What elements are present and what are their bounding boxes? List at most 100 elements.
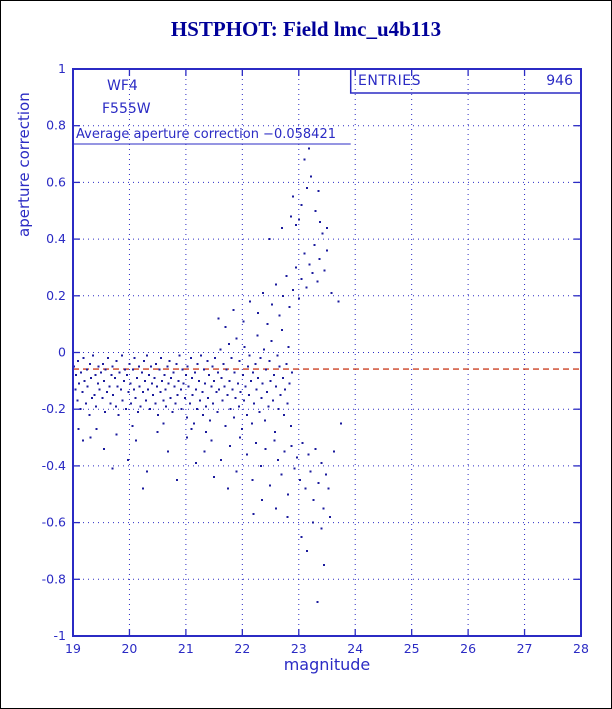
data-point <box>125 408 128 411</box>
data-point <box>332 450 335 453</box>
data-point <box>74 374 77 377</box>
data-point <box>319 221 322 224</box>
data-point <box>190 357 192 360</box>
data-point <box>121 354 124 357</box>
data-point <box>77 428 80 430</box>
data-point <box>121 399 124 402</box>
data-point <box>211 365 214 368</box>
data-point <box>340 422 343 425</box>
data-point <box>317 189 320 192</box>
data-point <box>289 425 292 428</box>
data-point <box>98 388 101 391</box>
data-point <box>260 464 262 467</box>
y-tick-label: -0.6 <box>42 515 66 530</box>
data-point <box>103 379 105 382</box>
data-point <box>289 215 292 218</box>
data-point <box>151 382 153 385</box>
data-point <box>268 238 271 241</box>
y-tick-label: 0.8 <box>46 118 66 133</box>
data-point <box>306 550 309 552</box>
data-point <box>257 311 260 314</box>
data-point <box>139 405 142 408</box>
data-point <box>298 479 301 482</box>
data-point <box>248 354 251 357</box>
data-point <box>275 283 278 286</box>
data-point <box>199 399 201 402</box>
data-point <box>153 377 156 379</box>
data-point <box>219 348 222 351</box>
data-point <box>108 385 111 388</box>
data-point <box>77 360 80 362</box>
data-point <box>242 320 245 323</box>
data-point <box>210 439 213 442</box>
data-point <box>117 413 120 416</box>
data-point <box>268 360 271 362</box>
data-point <box>130 402 133 405</box>
data-point <box>214 357 217 360</box>
data-point <box>323 269 326 272</box>
data-point <box>279 394 282 396</box>
data-point <box>192 422 195 425</box>
data-point <box>200 354 203 357</box>
data-point <box>204 382 207 385</box>
data-point <box>260 396 263 399</box>
data-point <box>131 368 134 371</box>
data-point <box>316 601 319 603</box>
data-point <box>273 439 276 442</box>
y-tick-label: 0 <box>58 345 66 360</box>
data-point <box>175 479 178 482</box>
data-point <box>297 297 300 300</box>
data-point <box>320 527 323 530</box>
data-point <box>126 374 129 377</box>
data-point <box>226 394 229 396</box>
data-point <box>147 388 150 391</box>
data-point <box>162 399 165 402</box>
data-point <box>227 343 230 345</box>
data-point <box>300 277 303 280</box>
x-tick-label: 26 <box>460 641 476 656</box>
data-point <box>231 388 234 391</box>
data-point <box>235 337 238 340</box>
data-point <box>93 394 96 396</box>
data-point <box>272 374 275 377</box>
data-point <box>248 394 251 396</box>
data-point <box>116 385 119 388</box>
data-point <box>89 436 92 439</box>
data-point <box>148 408 151 411</box>
data-point <box>259 357 262 360</box>
data-point <box>238 360 241 362</box>
x-tick-label: 24 <box>347 641 363 656</box>
data-point <box>221 399 224 402</box>
data-point <box>210 385 213 388</box>
data-point <box>127 391 130 394</box>
data-point <box>327 487 330 490</box>
data-point <box>120 388 122 391</box>
data-point <box>174 402 177 405</box>
data-point <box>223 385 226 388</box>
data-point <box>292 289 295 292</box>
data-point <box>283 450 286 453</box>
data-point <box>203 450 206 453</box>
data-point <box>324 473 327 476</box>
data-point <box>220 377 223 379</box>
data-point <box>213 476 216 479</box>
x-tick-label: 23 <box>291 641 307 656</box>
data-point <box>290 445 293 448</box>
data-point <box>251 479 254 482</box>
data-point <box>243 345 246 348</box>
data-point <box>254 362 257 365</box>
data-point <box>156 385 159 388</box>
data-point <box>175 362 178 365</box>
data-point <box>215 391 218 394</box>
data-point <box>295 223 297 226</box>
data-point <box>157 413 160 416</box>
data-point <box>271 399 274 402</box>
data-point <box>252 513 255 516</box>
data-point <box>280 226 283 229</box>
data-point <box>228 379 231 382</box>
data-point <box>244 385 247 388</box>
data-point <box>186 416 188 419</box>
data-point <box>255 388 258 391</box>
data-point <box>201 391 204 394</box>
y-tick-label: 1 <box>58 61 66 76</box>
